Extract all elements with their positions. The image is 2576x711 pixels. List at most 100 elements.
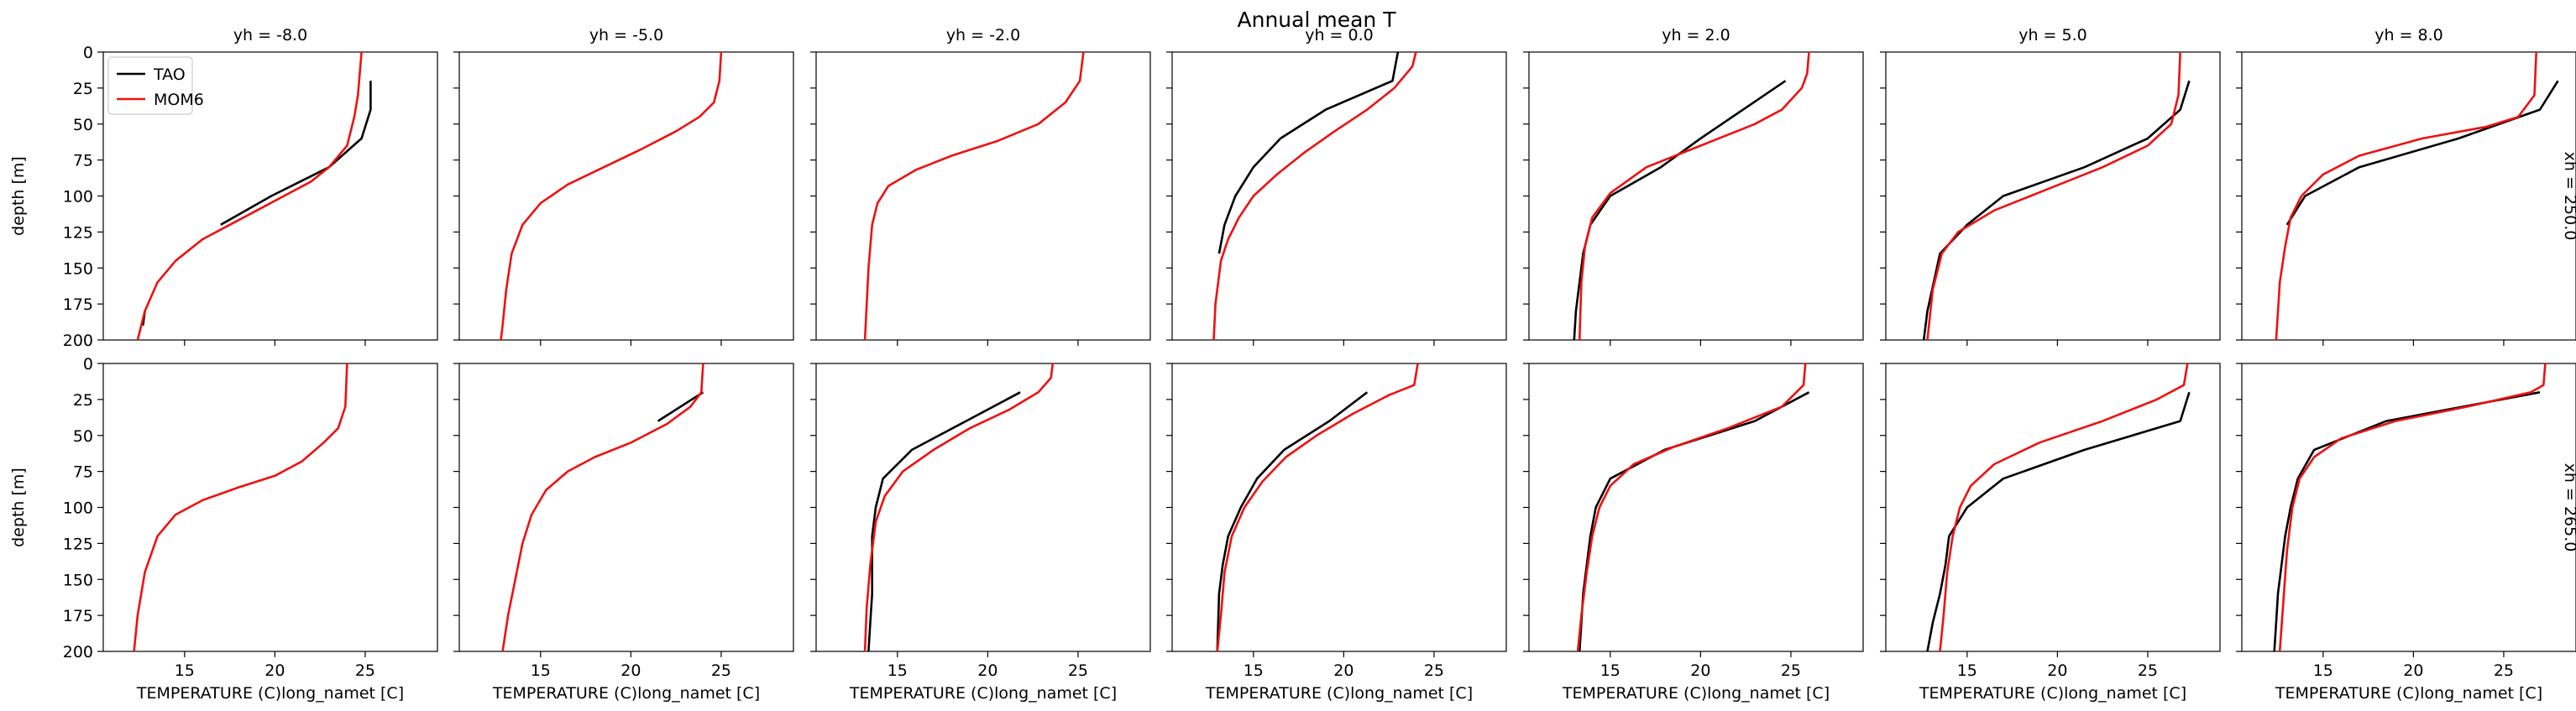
column-title: yh = 0.0	[1305, 26, 1374, 44]
x-tick-label: 15	[1957, 661, 1977, 680]
y-tick-label: 175	[63, 607, 93, 625]
panel-series-r2-c6	[1926, 363, 2191, 652]
figure-title: Annual mean T	[1238, 8, 1397, 32]
panel-series-r1-c7	[2275, 51, 2559, 341]
mom6-line	[136, 51, 363, 341]
y-tick-label: 25	[73, 80, 93, 98]
y-tick-label: 0	[83, 44, 93, 62]
column-title: yh = 2.0	[1662, 26, 1730, 44]
panel-r1-c4: yh = 0.0	[1166, 26, 1507, 346]
column-title: yh = -5.0	[589, 26, 663, 44]
panel-series-r1-c2	[500, 51, 723, 341]
panel-r2-c3: 15 20 25 TEMPERATURE (C)long_namet [C]	[810, 363, 1151, 703]
x-axis-label: TEMPERATURE (C)long_namet [C]	[1919, 684, 2186, 703]
y-tick-label: 75	[73, 152, 93, 170]
y-tick-label: 0	[83, 355, 93, 374]
panel-series-r2-c5	[1576, 363, 1810, 652]
panel-r2-c7: 15 20 25 TEMPERATURE (C)long_namet [C] xh = …	[2236, 363, 2576, 703]
y-tick-label: 25	[73, 391, 93, 410]
x-tick-label: 25	[2494, 661, 2514, 680]
y-tick-label: 50	[73, 116, 93, 134]
panel-series-r1-c1	[136, 51, 372, 341]
panel-series-r1-c4	[1212, 51, 1417, 341]
tao-line	[1216, 391, 1369, 652]
y-tick-label: 150	[63, 259, 93, 278]
mom6-line	[1212, 51, 1417, 341]
legend-label-mom6: MOM6	[154, 91, 204, 109]
mom6-line	[1576, 363, 1807, 652]
y-tick-label: 100	[63, 499, 93, 518]
x-axis-label: TEMPERATURE (C)long_namet [C]	[849, 684, 1117, 703]
panel-series-r1-c5	[1573, 51, 1810, 341]
mom6-line	[863, 363, 1055, 652]
tao-line	[220, 81, 372, 226]
panel-r2-c6: 15 20 25 TEMPERATURE (C)long_namet [C]	[1880, 363, 2221, 703]
tao-line	[657, 391, 704, 422]
panel-r1-c6: yh = 5.0	[1880, 26, 2221, 346]
y-tick-label: 125	[63, 535, 93, 553]
x-axis-label: TEMPERATURE (C)long_namet [C]	[1205, 684, 1473, 703]
mom6-line	[1926, 51, 2181, 341]
y-tick-label: 125	[63, 223, 93, 242]
x-tick-label: 25	[1781, 661, 1801, 680]
panel-r1-c3: yh = -2.0	[810, 26, 1151, 346]
panel-r1-c7: yh = 8.0 xh = 250.0	[2236, 26, 2576, 346]
mom6-line	[863, 51, 1085, 341]
panel-series-r1-c3	[863, 51, 1085, 341]
mom6-line	[133, 363, 348, 652]
x-tick-label: 15	[887, 661, 908, 680]
x-axis-label: TEMPERATURE (C)long_namet [C]	[136, 684, 404, 703]
tao-line	[1573, 80, 1787, 341]
mom6-line	[1216, 363, 1419, 652]
x-tick-label: 25	[1068, 661, 1088, 680]
tao-line	[1926, 391, 2191, 652]
x-axis-label: TEMPERATURE (C)long_namet [C]	[2275, 684, 2542, 703]
x-tick-label: 15	[2313, 661, 2333, 680]
mom6-line	[500, 51, 723, 341]
row-title: xh = 265.0	[2561, 463, 2576, 552]
x-tick-label: 25	[355, 661, 375, 680]
x-tick-label: 25	[1424, 661, 1444, 680]
panel-r1-c1: 0 25 50 75 100 125 150 175 200 yh = -8.0 depth [m]	[9, 26, 438, 350]
x-tick-label: 20	[1333, 661, 1353, 680]
x-tick-label: 20	[2403, 661, 2423, 680]
x-tick-label: 15	[1600, 661, 1620, 680]
panel-r2-c5: 15 20 25 TEMPERATURE (C)long_namet [C]	[1523, 363, 1864, 703]
column-title: yh = -8.0	[233, 26, 307, 44]
x-axis-label: TEMPERATURE (C)long_namet [C]	[1562, 684, 1830, 703]
panel-series-r2-c1	[133, 363, 348, 652]
y-tick-label: 175	[63, 295, 93, 314]
x-tick-label: 25	[2138, 661, 2158, 680]
y-axis-label: depth [m]	[9, 156, 28, 236]
x-tick-label: 20	[1690, 661, 1710, 680]
panel-r1-c5: yh = 2.0	[1523, 26, 1864, 346]
panel-series-r2-c7	[2273, 363, 2547, 652]
tao-line	[867, 391, 1021, 652]
y-tick-label: 100	[63, 188, 93, 207]
y-tick-label: 200	[63, 332, 93, 350]
mom6-line	[1939, 363, 2189, 652]
x-tick-label: 15	[531, 661, 551, 680]
x-tick-label: 15	[1243, 661, 1264, 680]
mom6-line	[2275, 51, 2537, 341]
tao-line	[2285, 80, 2559, 226]
row-title: xh = 250.0	[2561, 152, 2576, 241]
legend-label-tao: TAO	[153, 65, 186, 84]
x-tick-label: 20	[264, 661, 285, 680]
x-tick-label: 20	[2047, 661, 2067, 680]
panel-series-r1-c6	[1922, 51, 2191, 341]
panel-series-r2-c4	[1216, 363, 1419, 652]
mom6-line	[2278, 363, 2547, 652]
tao-line	[1217, 51, 1400, 254]
y-tick-label: 150	[63, 571, 93, 589]
panel-r2-c2: 15 20 25 TEMPERATURE (C)long_namet [C]	[453, 363, 794, 703]
panel-series-r2-c3	[863, 363, 1055, 652]
panel-series-r2-c2	[501, 363, 704, 652]
y-tick-label: 200	[63, 643, 93, 661]
column-title: yh = 8.0	[2374, 26, 2443, 44]
panel-r2-c1: 0 25 50 75 100 125 150 175 200 15 20 25 TEMPERATURE …	[9, 355, 438, 703]
panel-r1-c2: yh = -5.0	[453, 26, 794, 346]
x-axis-label: TEMPERATURE (C)long_namet [C]	[492, 684, 760, 703]
